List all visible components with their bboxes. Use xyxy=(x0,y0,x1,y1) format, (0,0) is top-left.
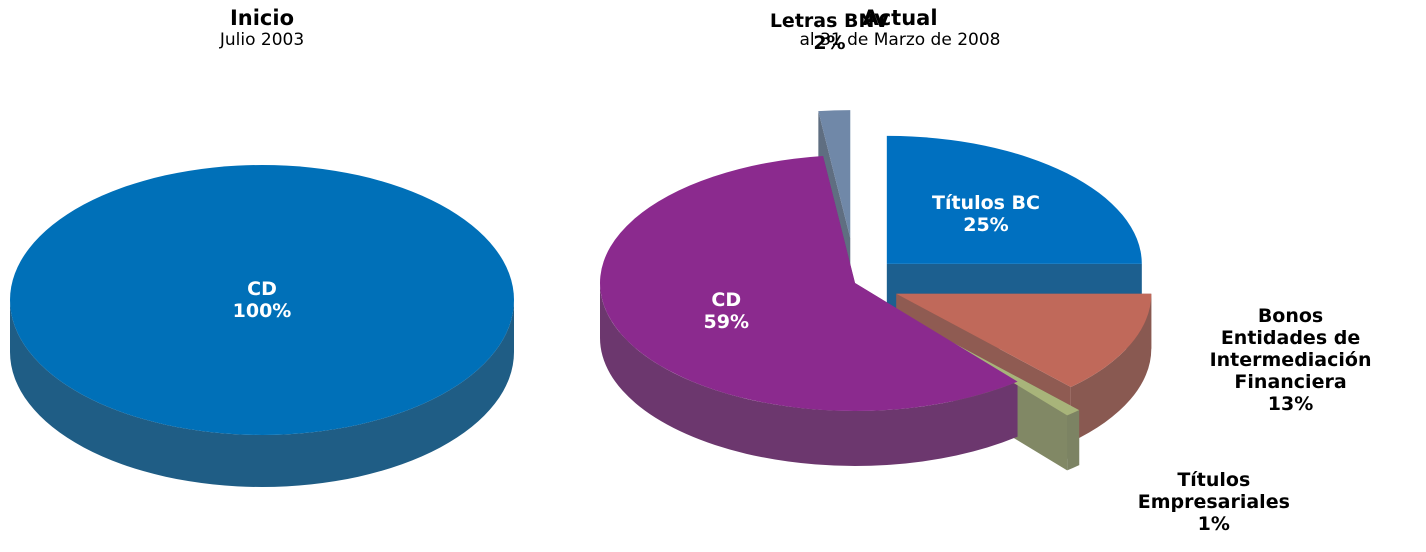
label-value: 13% xyxy=(1267,392,1314,415)
slice xyxy=(600,156,1018,411)
slice xyxy=(886,135,1142,264)
chart-subtitle: Julio 2003 xyxy=(219,30,305,50)
slice xyxy=(896,293,1152,388)
label-value: 59% xyxy=(703,310,750,333)
label-value: 1% xyxy=(1197,512,1230,535)
data-label: Títulos BC 25% xyxy=(932,192,1040,236)
data-label: CD 100% xyxy=(233,278,292,322)
chart-title: Actual xyxy=(862,6,938,30)
label-value: 25% xyxy=(963,214,1009,237)
label-category: Títulos Empresariales xyxy=(1137,468,1290,513)
slice xyxy=(818,110,851,239)
slice-side xyxy=(1070,293,1152,443)
chart-heading: Inicio Julio 2003 xyxy=(220,6,304,50)
chart-heading: Actual al 31 de Marzo de 2008 xyxy=(800,6,1001,50)
chart-subtitle: al 31 de Marzo de 2008 xyxy=(799,30,1001,50)
label-category: Títulos BC xyxy=(931,192,1040,215)
label-category: Bonos Entidades de Intermediación Financ… xyxy=(1209,304,1372,393)
data-label: Títulos Empresariales 1% xyxy=(1119,469,1309,535)
chart-title: Inicio xyxy=(229,6,295,30)
label-category: Letras BNV xyxy=(769,10,890,33)
label-category: CD xyxy=(247,278,277,300)
slice xyxy=(10,165,514,435)
slice-side xyxy=(10,300,514,487)
label-value: 2% xyxy=(813,32,846,55)
data-label: Bonos Entidades de Intermediación Financ… xyxy=(1210,305,1372,415)
slice-side xyxy=(1067,410,1080,471)
label-category: CD xyxy=(711,288,742,311)
data-label: Letras BNV 2% xyxy=(770,10,889,54)
label-value: 100% xyxy=(232,300,292,322)
slice-side xyxy=(600,283,1018,466)
data-label: CD 59% xyxy=(704,289,749,333)
